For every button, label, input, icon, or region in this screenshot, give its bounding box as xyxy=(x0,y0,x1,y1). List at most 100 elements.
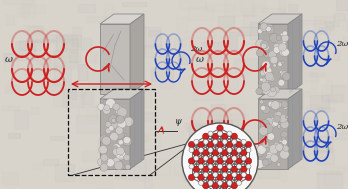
Circle shape xyxy=(263,145,271,153)
Bar xyxy=(330,167,348,172)
Circle shape xyxy=(198,164,204,169)
Bar xyxy=(32,163,41,169)
Circle shape xyxy=(189,164,194,169)
Bar xyxy=(149,30,160,36)
Bar xyxy=(229,32,237,49)
Bar xyxy=(279,44,290,54)
Bar xyxy=(88,71,100,87)
Bar xyxy=(15,41,35,60)
Bar xyxy=(211,104,225,122)
Circle shape xyxy=(118,120,126,128)
Circle shape xyxy=(278,62,282,66)
Bar xyxy=(245,61,272,66)
Circle shape xyxy=(227,148,232,153)
Circle shape xyxy=(106,159,114,167)
Bar xyxy=(174,164,186,175)
Circle shape xyxy=(241,172,246,177)
Bar xyxy=(183,166,205,181)
Bar xyxy=(133,25,145,34)
Circle shape xyxy=(113,149,120,155)
Bar xyxy=(36,59,51,64)
Bar xyxy=(119,45,145,54)
Bar xyxy=(76,115,100,133)
Circle shape xyxy=(257,145,266,154)
Circle shape xyxy=(272,86,279,94)
Polygon shape xyxy=(288,89,302,169)
Circle shape xyxy=(245,174,252,181)
Circle shape xyxy=(279,48,287,56)
Text: 2ω: 2ω xyxy=(336,123,348,131)
Circle shape xyxy=(226,141,233,148)
Bar xyxy=(69,52,80,62)
Circle shape xyxy=(262,123,265,126)
Bar xyxy=(29,67,54,85)
Polygon shape xyxy=(258,99,288,169)
Circle shape xyxy=(237,180,242,185)
Circle shape xyxy=(222,133,228,139)
Bar xyxy=(325,21,339,26)
Bar xyxy=(71,85,86,96)
Bar xyxy=(197,150,222,155)
Bar xyxy=(226,72,250,76)
Bar xyxy=(334,13,344,20)
Circle shape xyxy=(241,139,246,144)
Bar xyxy=(215,121,232,139)
Circle shape xyxy=(222,156,227,161)
Bar xyxy=(18,40,40,50)
Bar xyxy=(48,83,64,93)
Circle shape xyxy=(265,147,269,152)
Circle shape xyxy=(123,137,130,144)
Bar xyxy=(243,8,255,16)
Bar xyxy=(63,39,78,49)
Bar xyxy=(207,161,235,172)
Circle shape xyxy=(280,120,289,129)
Bar xyxy=(25,68,31,78)
Bar xyxy=(307,105,329,112)
Bar xyxy=(8,133,20,138)
Polygon shape xyxy=(288,14,302,94)
Circle shape xyxy=(119,118,123,122)
Circle shape xyxy=(231,183,237,189)
Circle shape xyxy=(273,64,276,67)
Circle shape xyxy=(222,166,228,172)
Bar xyxy=(243,171,252,174)
Circle shape xyxy=(241,156,246,161)
Circle shape xyxy=(268,101,274,107)
Circle shape xyxy=(232,156,237,161)
Circle shape xyxy=(285,115,288,119)
Circle shape xyxy=(278,79,285,86)
Circle shape xyxy=(255,148,264,157)
Bar xyxy=(258,103,283,109)
Bar xyxy=(122,113,152,118)
Circle shape xyxy=(279,39,286,46)
Text: ω: ω xyxy=(5,54,13,64)
Circle shape xyxy=(263,138,267,142)
Bar xyxy=(194,111,200,127)
Circle shape xyxy=(118,160,123,165)
Circle shape xyxy=(203,183,209,189)
Polygon shape xyxy=(100,14,144,24)
Circle shape xyxy=(212,149,219,156)
Bar xyxy=(288,85,299,91)
Bar xyxy=(234,165,248,176)
Bar xyxy=(31,107,38,114)
Bar xyxy=(299,118,316,131)
Circle shape xyxy=(266,154,272,161)
Circle shape xyxy=(116,150,126,160)
Bar xyxy=(326,80,332,100)
Circle shape xyxy=(245,158,252,164)
Bar xyxy=(233,137,259,141)
Bar xyxy=(86,16,109,22)
Bar xyxy=(20,5,45,13)
Bar xyxy=(179,1,206,9)
Circle shape xyxy=(275,142,284,151)
Bar xyxy=(108,36,127,46)
Bar xyxy=(160,80,173,88)
Circle shape xyxy=(217,141,223,148)
Bar xyxy=(304,72,318,81)
Circle shape xyxy=(274,106,278,110)
Bar xyxy=(210,120,232,135)
Circle shape xyxy=(269,75,275,81)
Circle shape xyxy=(280,149,289,159)
Text: 2ω: 2ω xyxy=(190,45,202,53)
